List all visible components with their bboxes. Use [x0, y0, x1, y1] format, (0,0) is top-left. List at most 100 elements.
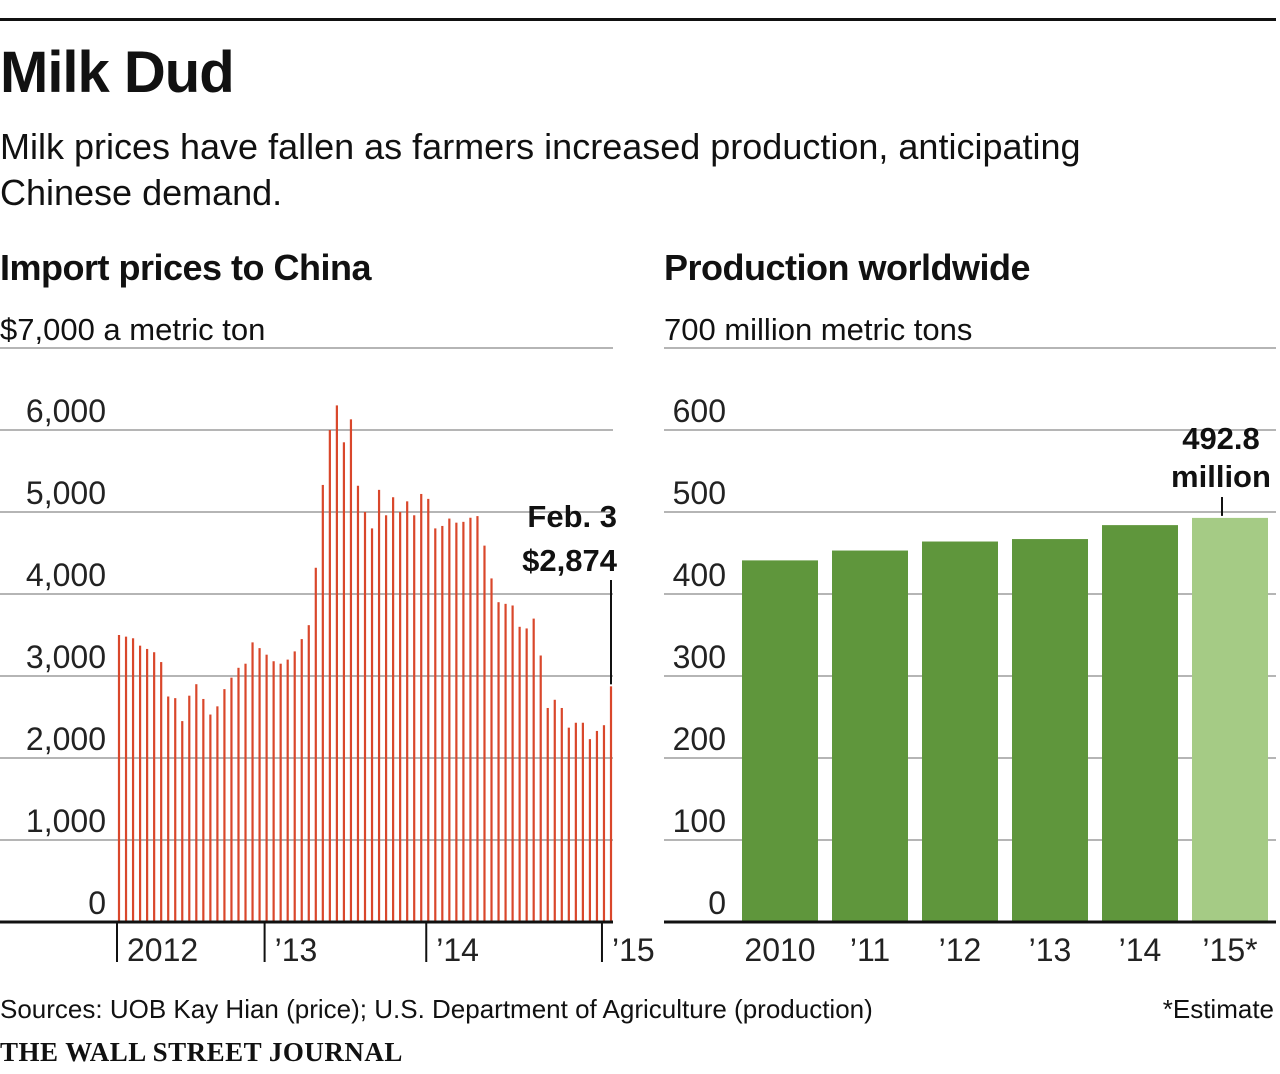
import-price-bar [356, 485, 360, 922]
import-price-bar [279, 663, 282, 922]
production-x-tick-label: ’13 [1029, 932, 1072, 968]
import-price-bar [609, 686, 613, 922]
production-x-tick-label: 2010 [744, 932, 815, 968]
import-price-bar [349, 419, 353, 922]
import-price-bar [525, 628, 528, 922]
import-prices-y-tick-label: 5,000 [26, 475, 106, 511]
import-price-bar [265, 654, 268, 922]
production-x-tick-label: ’12 [939, 932, 982, 968]
import-prices-x-tick-label: ’14 [436, 932, 479, 968]
import-prices-x-tick-label: ’13 [275, 932, 318, 968]
import-price-bar [546, 707, 549, 922]
import-price-bar [553, 699, 556, 922]
production-bar [1192, 517, 1268, 922]
production-bar [1102, 525, 1178, 922]
production-annotation: 492.8 million [1171, 421, 1271, 516]
production-y-tick-label: 0 [708, 885, 726, 921]
publisher-logo: THE WALL STREET JOURNAL [0, 1037, 403, 1067]
import-price-bar [258, 648, 261, 922]
production-y-tick-label: 400 [673, 557, 726, 593]
import-price-bar [413, 515, 416, 922]
source-note: Sources: UOB Kay Hian (price); U.S. Depa… [0, 994, 873, 1024]
import-price-bar [181, 721, 184, 922]
import-prices-title: Import prices to China [0, 247, 372, 288]
production-y-tick-label: 500 [673, 475, 726, 511]
import-price-bar [328, 430, 331, 922]
annotation-production-unit: million [1171, 459, 1271, 494]
import-price-bar [420, 493, 423, 922]
import-prices-x-tick-label: ’15 [612, 932, 655, 968]
import-price-bar [497, 602, 500, 922]
import-price-bar [286, 659, 289, 922]
import-price-bar [490, 578, 493, 922]
import-price-bar [427, 498, 430, 922]
import-prices-x-tick-label: 2012 [127, 932, 198, 968]
production-bar [1012, 539, 1088, 922]
import-price-bar [342, 442, 346, 922]
import-price-bar [293, 651, 296, 922]
import-price-bar [160, 662, 163, 922]
production-y-ticks: 600 500 400 300 200 100 0 [673, 393, 726, 921]
import-price-bar [455, 522, 458, 922]
production-bar [922, 541, 998, 922]
import-prices-y-tick-label: 1,000 [26, 803, 106, 839]
import-prices-y-tick-label: 3,000 [26, 639, 106, 675]
import-prices-y-tick-label: 4,000 [26, 557, 106, 593]
import-prices-unit: $7,000 a metric ton [0, 312, 266, 347]
import-price-bar [117, 635, 121, 922]
annotation-production-value: 492.8 [1182, 421, 1260, 456]
top-rule [0, 18, 1276, 21]
import-price-bar [602, 725, 606, 922]
import-price-bar [251, 642, 254, 922]
import-prices-gridlines [0, 347, 613, 841]
import-price-bar [441, 525, 444, 922]
production-x-axis: 2010 ’11 ’12 ’13 ’14 ’15* [664, 920, 1276, 968]
import-price-bar [539, 655, 542, 922]
import-price-bar [223, 689, 226, 922]
import-price-bar [406, 501, 409, 922]
import-price-bar [167, 696, 170, 922]
import-price-bar [567, 727, 570, 922]
annotation-date: Feb. 3 [527, 499, 617, 534]
import-price-bar [588, 739, 592, 922]
import-price-bar [131, 638, 135, 922]
production-x-tick-label: ’14 [1119, 932, 1162, 968]
import-price-bar [392, 497, 395, 922]
import-price-bar [483, 545, 486, 922]
import-price-bar [574, 722, 577, 922]
production-x-tick-label: ’11 [850, 932, 890, 968]
import-prices-y-tick-label: 6,000 [26, 393, 106, 429]
production-bar [742, 560, 818, 922]
import-price-bar [399, 512, 402, 922]
import-price-bar [504, 603, 507, 922]
import-price-bar [511, 605, 514, 922]
chart-subtitle: Milk prices have fallen as farmers incre… [0, 126, 1081, 213]
import-price-bar [209, 714, 212, 922]
import-price-bar [462, 521, 465, 922]
import-price-bar [146, 648, 149, 922]
import-price-bar [363, 512, 367, 922]
import-price-bar [188, 695, 191, 922]
import-price-bar [448, 518, 451, 922]
import-price-bar [595, 730, 599, 922]
import-price-bar [518, 626, 521, 922]
import-prices-annotation: Feb. 3 $2,874 [522, 499, 618, 685]
import-price-bar [469, 517, 472, 922]
import-price-bar [195, 684, 198, 922]
import-price-bar [370, 528, 374, 922]
import-price-bar [124, 636, 128, 922]
production-bars [742, 517, 1268, 922]
annotation-value: $2,874 [522, 543, 618, 578]
estimate-note: *Estimate [1162, 994, 1274, 1024]
import-price-bar [138, 645, 142, 922]
import-price-bar [230, 677, 233, 922]
import-prices-x-axis: 2012 ’13 ’14 ’15 [0, 920, 655, 968]
import-price-bar [216, 706, 219, 922]
import-price-bar [202, 698, 205, 922]
import-price-bar [321, 484, 324, 922]
production-bar [832, 550, 908, 922]
import-prices-y-tick-label: 0 [88, 885, 106, 921]
import-price-bar [237, 667, 240, 922]
production-title: Production worldwide [664, 247, 1031, 288]
import-price-bar [300, 639, 303, 922]
